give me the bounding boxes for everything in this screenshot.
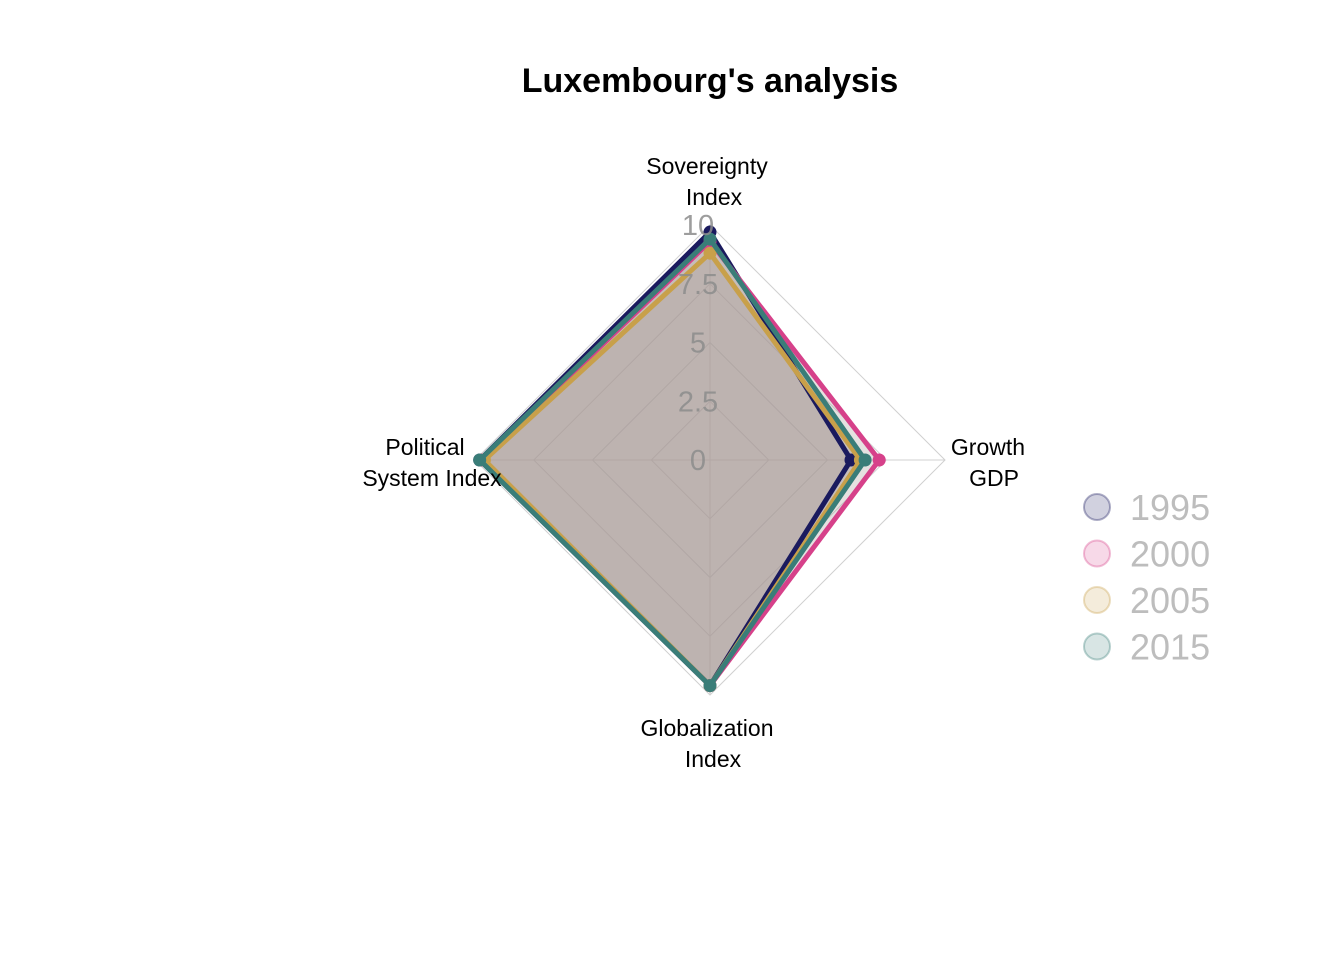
legend-item-2005: 2005 bbox=[1083, 580, 1210, 621]
series-point-2000 bbox=[872, 453, 886, 467]
tick-label: 7.5 bbox=[678, 269, 718, 301]
radar-grid bbox=[474, 224, 946, 696]
series-fill-1995 bbox=[479, 232, 851, 686]
series-point-1995 bbox=[844, 453, 858, 467]
series-fill-2015 bbox=[479, 239, 866, 686]
radar-axis-labels: Sovereignty Index Growth GDP Globalization In… bbox=[362, 153, 1025, 772]
axis-label: Growth GDP bbox=[951, 434, 1025, 491]
series-point-2015 bbox=[473, 453, 487, 467]
radar-series bbox=[473, 225, 886, 693]
legend-marker bbox=[1083, 586, 1111, 614]
series-point-2015 bbox=[858, 453, 872, 467]
series-point-2005 bbox=[703, 246, 717, 260]
axis-label-line: Index bbox=[686, 184, 743, 210]
tick-label: 2.5 bbox=[678, 386, 718, 418]
legend-item-1995: 1995 bbox=[1083, 487, 1210, 528]
axis-label-line: Growth bbox=[951, 434, 1025, 460]
legend-item-2000: 2000 bbox=[1083, 534, 1210, 575]
axis-label-line: Political bbox=[385, 434, 464, 460]
series-point-2015 bbox=[703, 679, 717, 693]
legend-label: 2015 bbox=[1130, 627, 1210, 668]
axis-label: Globalization Index bbox=[641, 715, 774, 772]
series-2015 bbox=[473, 232, 872, 693]
legend-marker bbox=[1083, 632, 1111, 661]
chart-title: Luxembourg's analysis bbox=[522, 62, 899, 100]
legend-label: 2000 bbox=[1130, 534, 1210, 575]
axis-label-line: System Index bbox=[362, 465, 502, 491]
axis-label-line: GDP bbox=[969, 465, 1019, 491]
tick-label: 0 bbox=[690, 445, 706, 477]
radar-tick-labels: 0 2.5 5 7.5 10 bbox=[678, 210, 718, 477]
axis-label-line: Sovereignty bbox=[646, 153, 768, 179]
axis-label-line: Index bbox=[685, 746, 742, 772]
axis-label: Sovereignty Index bbox=[646, 153, 768, 210]
legend-marker bbox=[1083, 493, 1111, 521]
axis-label: Political System Index bbox=[362, 434, 502, 491]
tick-label: 5 bbox=[690, 328, 706, 360]
tick-label: 10 bbox=[682, 210, 714, 242]
legend-item-2015: 2015 bbox=[1083, 627, 1210, 668]
legend-label: 1995 bbox=[1130, 487, 1210, 528]
legend: 1995 2000 2005 2015 bbox=[1083, 487, 1210, 668]
axis-label-line: Globalization bbox=[641, 715, 774, 741]
series-fill-2005 bbox=[484, 253, 861, 686]
legend-marker bbox=[1083, 539, 1111, 568]
legend-label: 2005 bbox=[1130, 580, 1210, 621]
series-point-2015 bbox=[703, 232, 717, 246]
